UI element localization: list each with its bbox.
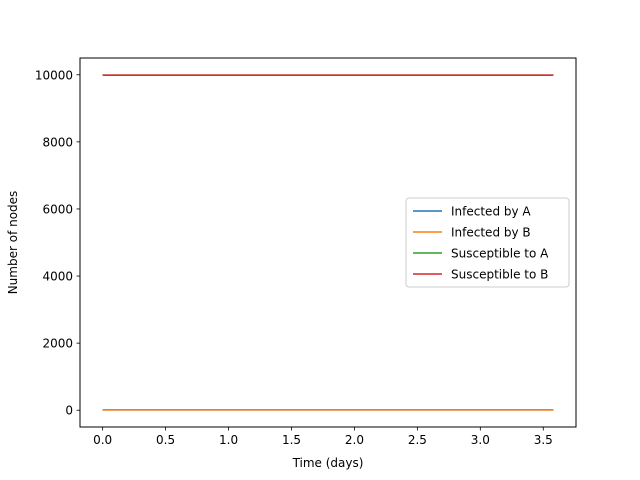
y-axis-ticks: 0 2000 4000 6000 8000 10000 bbox=[35, 68, 80, 418]
x-tick-label: 2.5 bbox=[408, 433, 427, 447]
x-tick-label: 2.0 bbox=[345, 433, 364, 447]
plot-area-frame bbox=[79, 57, 577, 428]
x-tick-label: 0.5 bbox=[156, 433, 175, 447]
x-tick-label: 3.5 bbox=[534, 433, 553, 447]
x-tick-label: 0.0 bbox=[93, 433, 112, 447]
x-tick-label: 1.5 bbox=[282, 433, 301, 447]
legend-label-susceptible-to-b: Susceptible to B bbox=[451, 268, 548, 282]
y-axis-label: Number of nodes bbox=[6, 191, 20, 295]
legend: Infected by A Infected by B Susceptible to… bbox=[405, 197, 570, 288]
y-tick-label: 4000 bbox=[42, 270, 73, 284]
legend-label-susceptible-to-a: Susceptible to A bbox=[451, 247, 549, 261]
legend-label-infected-by-a: Infected by A bbox=[451, 205, 531, 219]
x-axis-ticks: 0.0 0.5 1.0 1.5 2.0 2.5 3.0 3.5 bbox=[93, 427, 553, 447]
x-axis-label: Time (days) bbox=[292, 456, 364, 470]
series-layer bbox=[102, 74, 554, 411]
legend-label-infected-by-b: Infected by B bbox=[451, 226, 531, 240]
y-tick-label: 10000 bbox=[35, 68, 73, 82]
y-tick-label: 0 bbox=[65, 404, 73, 418]
x-tick-label: 1.0 bbox=[219, 433, 238, 447]
y-tick-label: 6000 bbox=[42, 202, 73, 216]
y-tick-label: 8000 bbox=[42, 135, 73, 149]
legend-box bbox=[405, 197, 570, 288]
y-tick-label: 2000 bbox=[42, 337, 73, 351]
x-tick-label: 3.0 bbox=[471, 433, 490, 447]
